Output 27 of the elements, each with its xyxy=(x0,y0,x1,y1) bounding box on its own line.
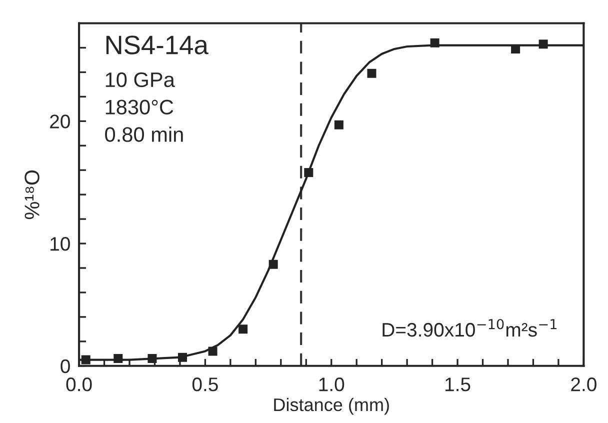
annotation: D=3.90x10$^{−10}$m²s$^{−1}$ xyxy=(382,318,557,337)
annotation: 0.80 min xyxy=(105,126,183,142)
point xyxy=(148,354,157,364)
point xyxy=(208,346,218,356)
annotation: 10 GPa xyxy=(106,72,175,88)
annotation: NS4-14a xyxy=(106,36,208,54)
point xyxy=(334,120,344,130)
y-tick-label: 20 xyxy=(50,114,70,128)
y-axis-title: %¹⁸O xyxy=(24,170,40,220)
annotation: 1830°C xyxy=(106,100,174,115)
point xyxy=(538,40,548,49)
x-tick-label: 1.0 xyxy=(319,378,344,392)
point xyxy=(178,352,187,362)
x-tick-label: 0.0 xyxy=(66,378,92,392)
x-tick-label: 1.5 xyxy=(445,378,470,392)
point xyxy=(367,68,376,78)
x-axis-title: Distance (mm) xyxy=(274,398,389,415)
x-tick-label: 0.5 xyxy=(192,378,218,392)
point xyxy=(114,354,123,364)
point xyxy=(81,355,90,364)
point xyxy=(430,38,440,48)
point xyxy=(238,324,248,334)
y-tick-label: 0 xyxy=(60,359,70,374)
x-tick-label: 2.0 xyxy=(571,378,596,392)
point xyxy=(304,168,314,178)
y-tick-label: 10 xyxy=(50,236,70,251)
point xyxy=(268,260,278,269)
